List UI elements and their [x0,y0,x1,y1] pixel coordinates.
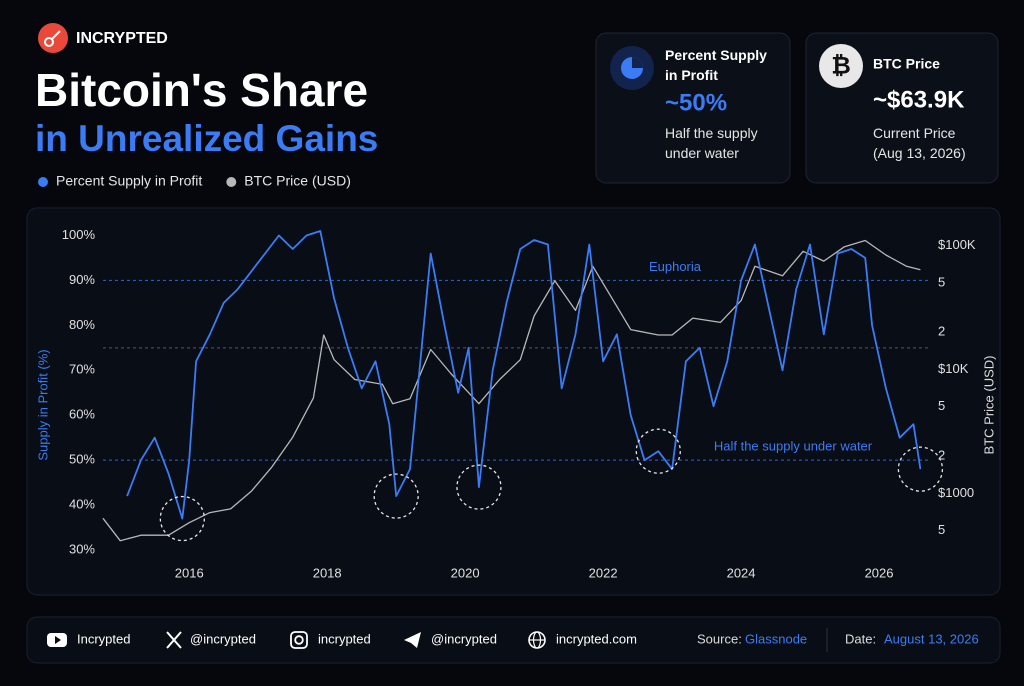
y2-tick-label: $10K [938,361,969,376]
x-tick-label: 2022 [589,565,618,580]
y-tick-label: 100% [62,227,96,242]
y2-tick-label: 2 [938,324,945,339]
legend-swatch [38,177,48,187]
y-tick-label: 30% [69,541,95,556]
x-tick-label: 2026 [865,565,894,580]
brand-logo-mark [51,30,61,40]
social-handle[interactable]: @incrypted [190,631,256,646]
reference-label: Euphoria [649,259,702,274]
y-tick-label: 60% [69,407,95,422]
youtube-icon-play [55,636,61,644]
y-axis-label: Supply in Profit (%) [35,349,50,460]
card-icon [819,44,863,88]
y2-tick-label: 5 [938,522,945,537]
date-value: August 13, 2026 [884,631,979,646]
y2-tick-label: $100K [938,237,976,252]
highlight-circle [456,464,502,510]
series-line [102,239,921,542]
footer-bar [26,616,1001,664]
social-handle[interactable]: incrypted.com [556,631,637,646]
instagram-icon [290,631,308,649]
chart-title: Bitcoin's Share [35,64,368,116]
social-handle[interactable]: incrypted [318,631,371,646]
y-tick-label: 80% [69,317,95,332]
highlight-circle [373,473,419,519]
source-value[interactable]: Glassnode [745,631,807,646]
brand-logo-mark [44,37,54,47]
brand-name: INCRYPTED [76,30,168,47]
y-tick-label: 50% [69,452,95,467]
card-title: Percent Supply in Profit [665,47,767,83]
legend-label: Percent Supply in Profit [56,173,202,189]
x-tick-label: 2018 [313,565,342,580]
plot-area: 30% 40% 50% 60% 70% 80% 90% 100% $100K 5 2 $10K 5 2 $1… [62,227,976,581]
series-line [126,230,922,520]
source-label: Source: [697,631,742,646]
card-value: ~50% [665,89,727,116]
y-tick-label: 70% [69,362,95,377]
x-tick-label: 2024 [727,565,756,580]
x-icon [166,631,182,649]
y2-tick-label: 5 [938,274,945,289]
card-value: ~$63.9K [873,86,965,113]
highlight-circle [897,446,944,492]
reference-label: Half the supply under water [714,439,873,454]
social-handle[interactable]: @incrypted [431,631,497,646]
y-tick-label: 90% [69,272,95,287]
social-handle[interactable]: Incrypted [77,631,130,646]
y2-tick-label: 2 [938,448,945,463]
legend: Percent Supply in Profit BTC Price (USD) [38,173,351,189]
chart-subtitle: in Unrealized Gains [35,118,378,159]
card-description: Half the supply under water [665,125,758,161]
y2-tick-label: $1000 [938,485,974,500]
y2-axis-label: BTC Price (USD) [981,356,996,455]
card-icon-slice [632,57,643,68]
card-description: Current Price (Aug 13, 2026) [873,125,966,161]
x-tick-label: 2016 [175,565,204,580]
y-tick-label: 40% [69,497,95,512]
highlight-circle [159,495,205,542]
chart-panel [26,207,1001,596]
date-label: Date: [845,631,876,646]
telegram-icon [404,632,421,648]
instagram-icon-lens [294,635,304,645]
card-title: BTC Price [873,56,940,72]
legend-swatch [226,177,237,187]
card-icon-glyph: ₿ [831,52,851,79]
highlight-circle [635,428,681,474]
x-tick-label: 2020 [451,565,480,580]
legend-label: BTC Price (USD) [244,173,351,189]
y2-tick-label: 5 [938,398,945,413]
